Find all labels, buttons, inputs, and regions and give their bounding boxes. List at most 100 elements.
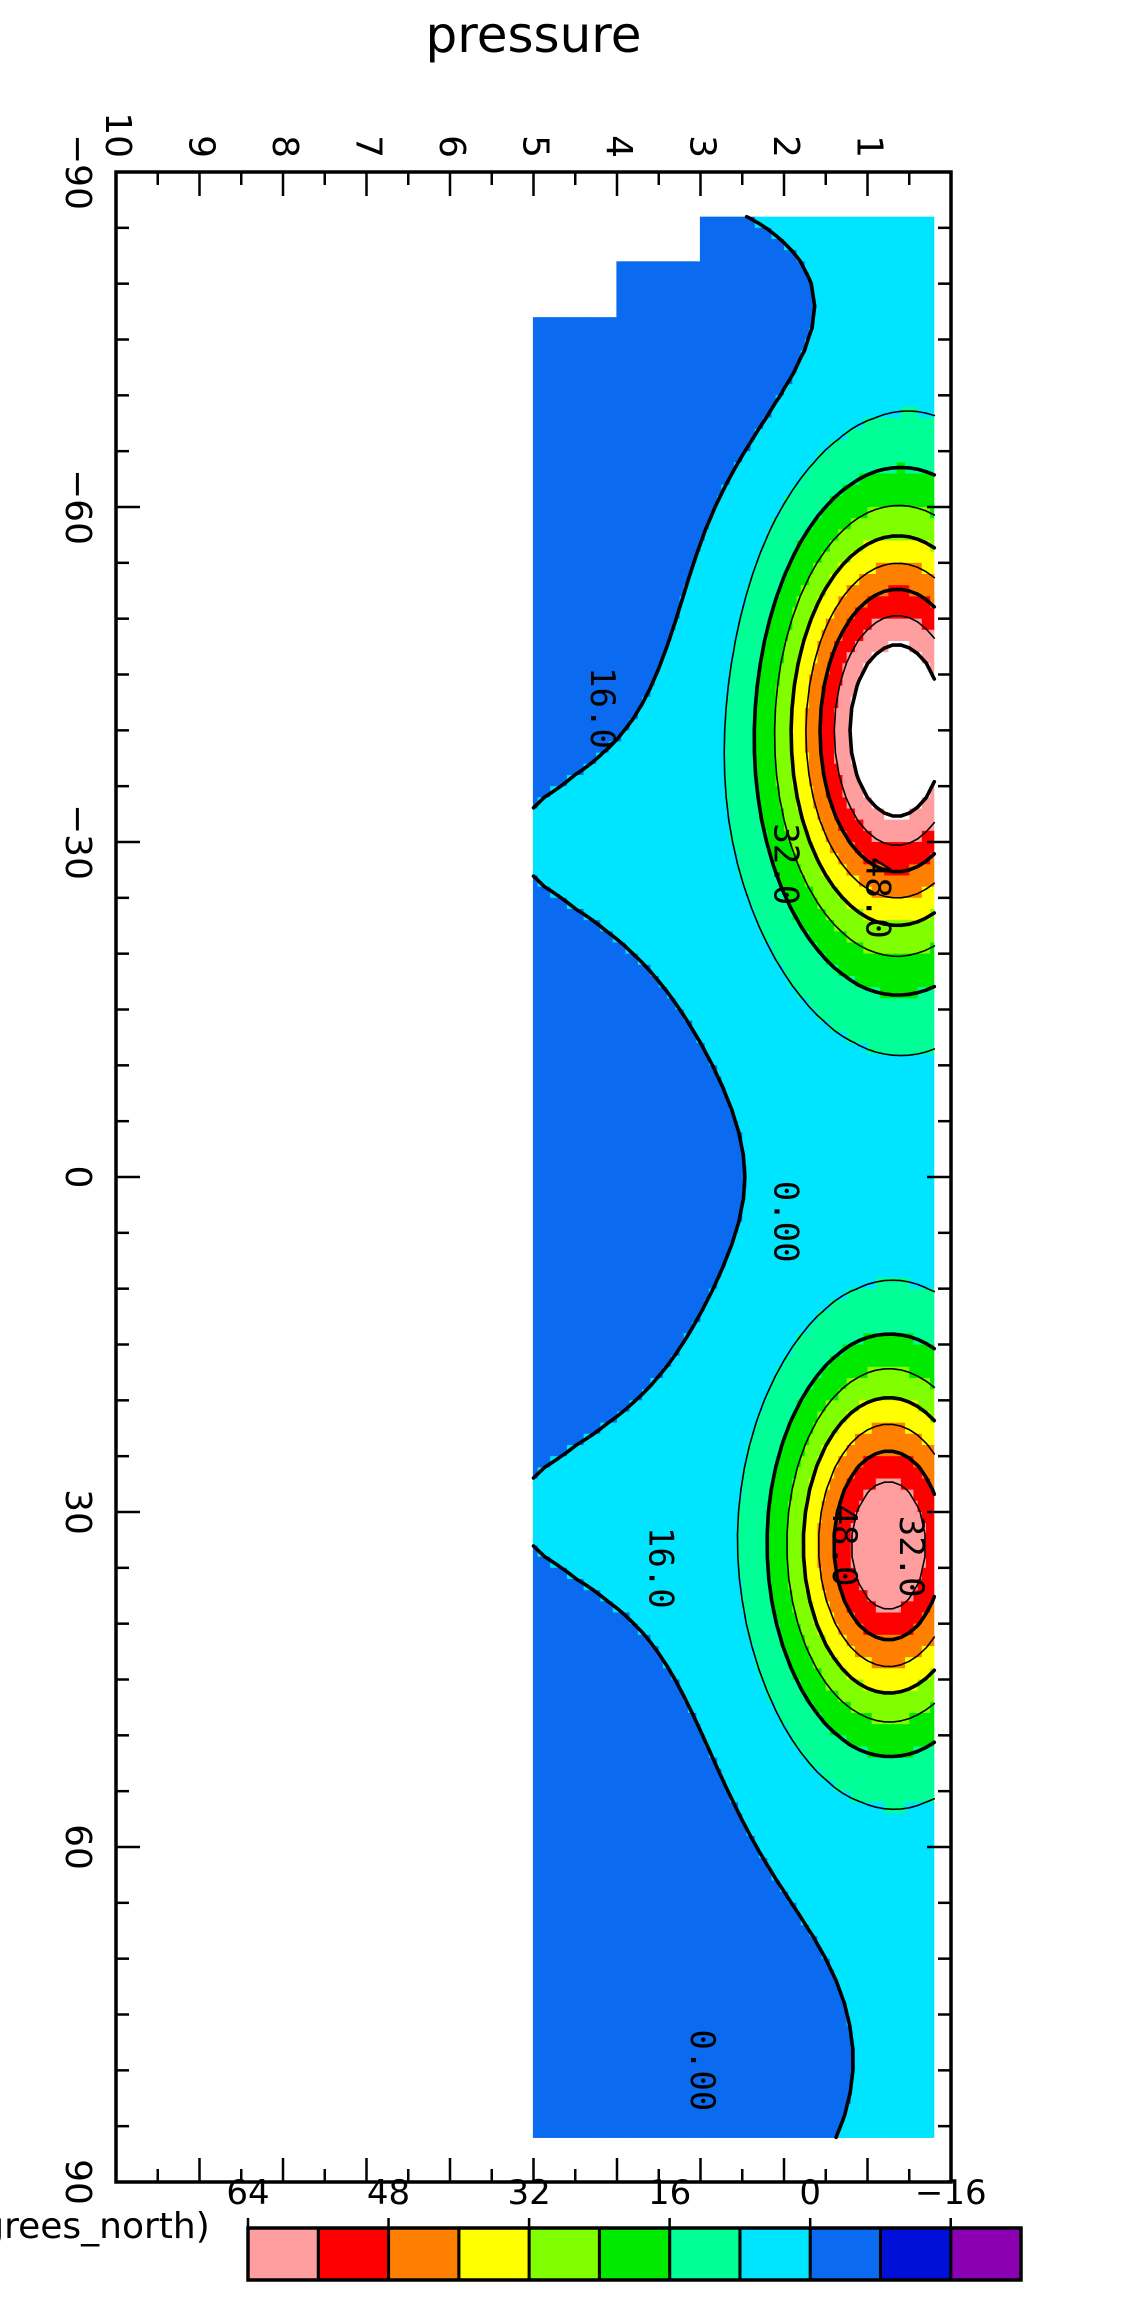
field-cell xyxy=(541,562,547,575)
field-cell xyxy=(637,808,643,821)
field-cell xyxy=(653,451,659,463)
field-cell xyxy=(716,428,722,441)
field-cell xyxy=(691,495,697,508)
field-cell xyxy=(916,775,922,787)
field-cell xyxy=(929,484,935,497)
field-cell xyxy=(929,216,935,229)
field-cell xyxy=(541,339,547,352)
field-cell xyxy=(691,484,697,497)
field-cell xyxy=(812,819,818,832)
field-cell xyxy=(620,495,626,508)
field-cell xyxy=(766,339,772,352)
field-cell xyxy=(862,451,868,463)
field-cell xyxy=(695,674,701,687)
field-cell xyxy=(833,451,839,463)
field-cell xyxy=(628,786,634,798)
field-cell xyxy=(666,451,672,463)
field-cell xyxy=(749,473,755,486)
field-cell xyxy=(549,763,555,776)
field-cell xyxy=(553,708,559,720)
field-cell xyxy=(570,730,576,743)
field-cell xyxy=(783,618,789,631)
field-cell xyxy=(791,618,797,631)
field-cell xyxy=(775,294,780,307)
field-cell xyxy=(595,596,601,609)
field-cell xyxy=(562,641,567,653)
field-cell xyxy=(729,339,734,352)
field-cell xyxy=(583,518,588,530)
field-cell xyxy=(900,562,906,575)
field-cell xyxy=(658,708,663,720)
field-cell xyxy=(783,607,789,620)
field-cell xyxy=(687,797,693,810)
field-cell xyxy=(795,306,801,318)
field-cell xyxy=(816,216,822,229)
field-cell xyxy=(820,306,826,318)
field-cell xyxy=(820,216,826,229)
field-cell xyxy=(791,574,797,586)
field-cell xyxy=(704,730,709,743)
field-cell xyxy=(724,306,730,318)
field-cell xyxy=(641,495,647,508)
field-cell xyxy=(866,674,872,687)
field-cell xyxy=(537,719,542,731)
field-cell xyxy=(653,775,659,787)
field-cell xyxy=(754,529,759,542)
field-cell xyxy=(583,529,588,542)
field-cell xyxy=(749,819,755,832)
field-cell xyxy=(837,518,843,530)
field-cell xyxy=(670,406,676,419)
field-cell xyxy=(628,294,634,307)
field-cell xyxy=(620,629,626,642)
field-cell xyxy=(812,239,818,251)
field-cell xyxy=(916,216,922,229)
field-cell xyxy=(662,350,668,363)
field-cell xyxy=(808,819,814,832)
field-cell xyxy=(658,462,663,475)
field-cell xyxy=(858,216,864,229)
field-cell xyxy=(708,339,714,352)
field-cell xyxy=(562,317,567,329)
field-cell xyxy=(770,417,776,430)
field-cell xyxy=(649,384,655,396)
field-cell xyxy=(562,484,567,497)
field-cell xyxy=(858,272,864,285)
field-cell xyxy=(925,261,931,274)
field-cell xyxy=(858,239,864,251)
field-cell xyxy=(704,618,709,631)
field-cell xyxy=(900,239,906,251)
field-cell xyxy=(800,406,805,419)
field-cell xyxy=(641,607,647,620)
field-cell xyxy=(557,473,563,486)
field-cell xyxy=(749,685,755,698)
field-cell xyxy=(708,395,714,408)
field-cell xyxy=(783,696,789,709)
field-cell xyxy=(562,507,567,519)
field-cell xyxy=(841,540,847,553)
field-cell xyxy=(883,339,889,352)
field-cell xyxy=(791,596,797,609)
field-cell xyxy=(783,294,789,307)
field-cell xyxy=(862,574,868,586)
field-cell xyxy=(587,328,592,341)
field-cell xyxy=(620,574,626,586)
field-cell xyxy=(795,529,801,542)
field-cell xyxy=(679,574,684,586)
field-cell xyxy=(653,306,659,318)
field-cell xyxy=(691,607,697,620)
field-cell xyxy=(633,551,638,564)
field-cell xyxy=(628,507,634,519)
field-cell xyxy=(729,350,734,363)
field-cell xyxy=(666,618,672,631)
field-cell xyxy=(545,406,551,419)
field-cell xyxy=(875,283,881,296)
field-cell xyxy=(553,775,559,787)
field-cell xyxy=(570,440,576,452)
field-cell xyxy=(900,451,906,463)
field-cell xyxy=(875,752,881,765)
field-cell xyxy=(900,574,906,586)
field-cell xyxy=(645,708,651,720)
field-cell xyxy=(925,473,931,486)
field-cell xyxy=(800,574,805,586)
field-cell xyxy=(929,696,935,709)
